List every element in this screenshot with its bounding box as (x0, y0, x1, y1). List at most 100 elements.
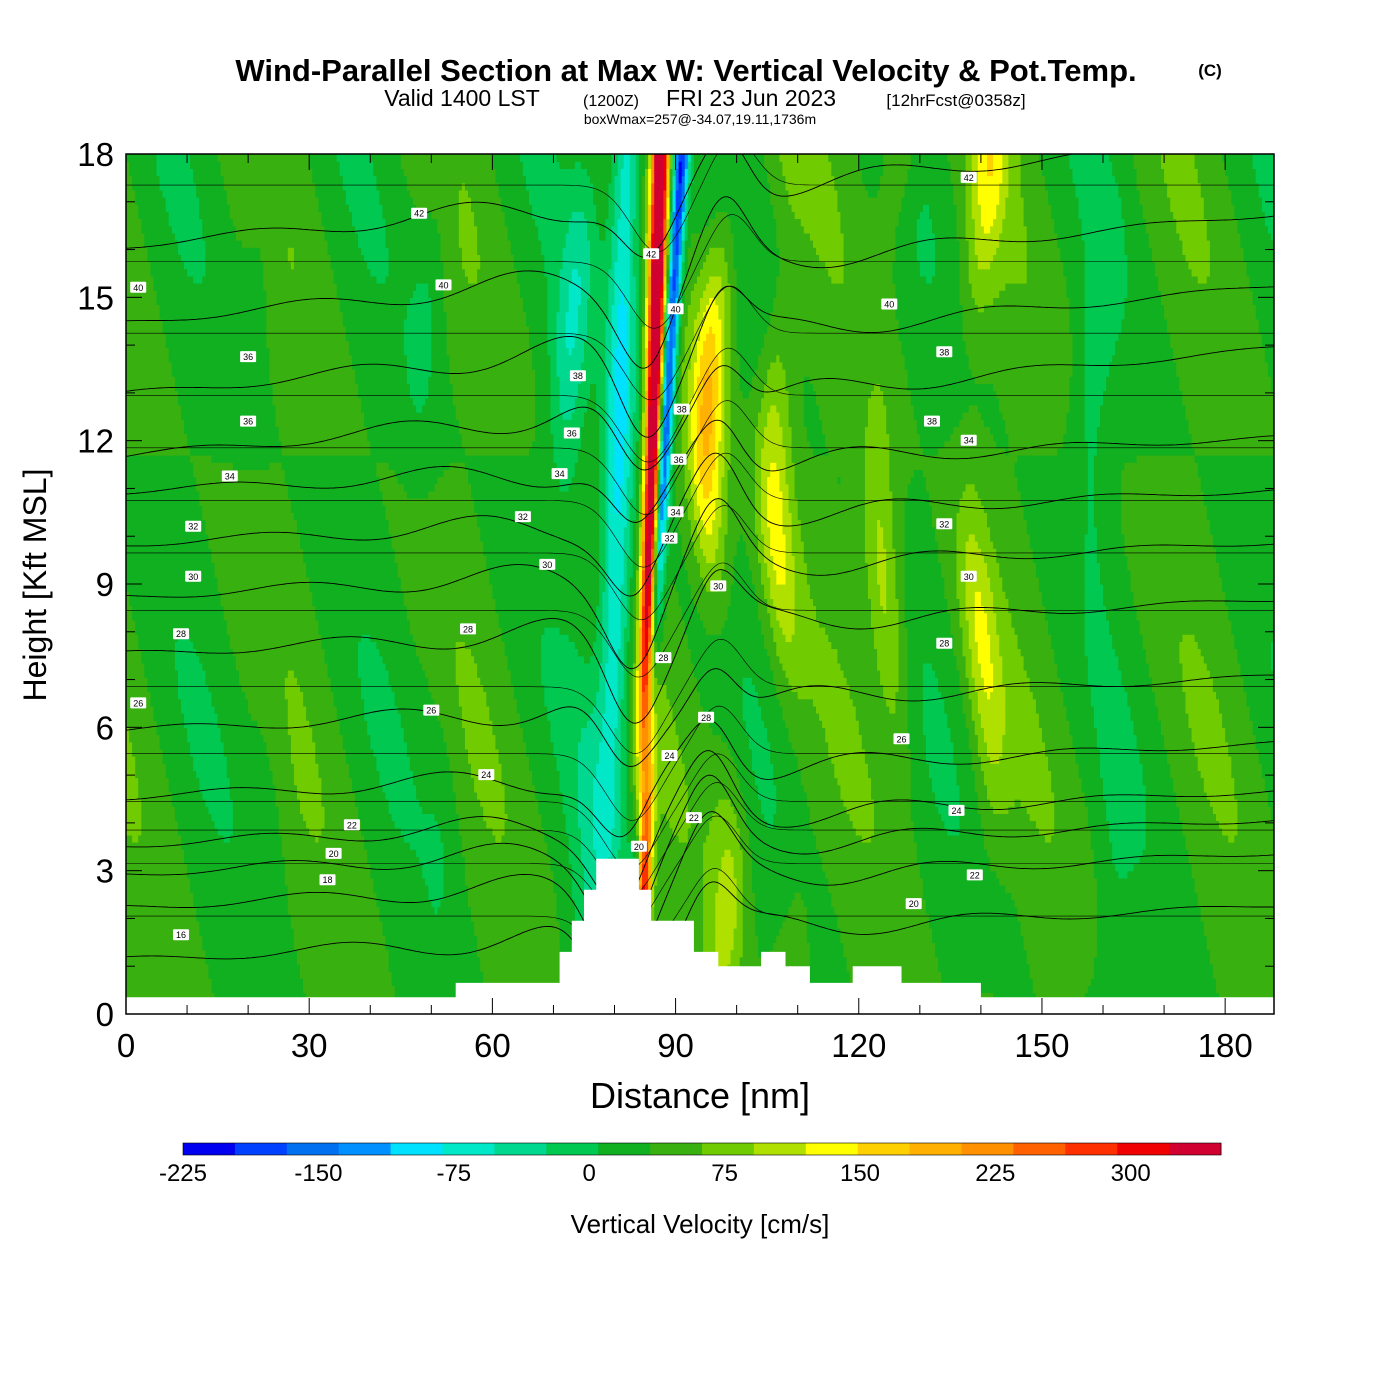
velocity-cell (886, 591, 896, 599)
velocity-cell (654, 727, 658, 736)
velocity-cell (608, 584, 622, 592)
velocity-cell (635, 655, 640, 664)
velocity-cell (1203, 920, 1274, 929)
velocity-cell (126, 447, 191, 456)
velocity-cell (544, 827, 567, 836)
velocity-cell (651, 333, 661, 341)
velocity-cell (1038, 720, 1070, 728)
velocity-cell (898, 655, 909, 664)
velocity-cell (599, 455, 606, 463)
velocity-cell (1096, 935, 1208, 943)
velocity-cell (666, 562, 686, 571)
velocity-cell (645, 455, 649, 463)
velocity-cell (605, 505, 610, 513)
velocity-cell (648, 634, 652, 642)
velocity-cell (730, 340, 738, 349)
velocity-cell (974, 483, 1019, 492)
velocity-cell (593, 791, 616, 800)
velocity-cell (1087, 985, 1217, 994)
velocity-cell (883, 533, 893, 542)
velocity-cell (611, 247, 619, 255)
velocity-cell (922, 691, 942, 700)
velocity-cell (681, 333, 686, 341)
velocity-cell (663, 254, 668, 263)
velocity-cell (620, 598, 628, 607)
velocity-cell (611, 261, 616, 270)
velocity-cell (199, 490, 289, 499)
velocity-cell (864, 462, 890, 470)
velocity-cell (348, 763, 377, 771)
velocity-cell (642, 361, 646, 370)
velocity-cell (1167, 318, 1260, 327)
velocity-cell (1139, 619, 1232, 628)
velocity-cell (761, 512, 768, 521)
velocity-cell (1093, 483, 1122, 492)
velocity-cell (687, 512, 695, 521)
velocity-cell (1191, 727, 1226, 736)
velocity-cell (1103, 390, 1183, 399)
velocity-cell (596, 612, 603, 621)
velocity-cell (1084, 240, 1125, 248)
velocity-cell (675, 268, 680, 277)
velocity-cell (232, 806, 280, 814)
velocity-cell (532, 440, 555, 449)
velocity-cell (629, 326, 637, 334)
velocity-cell (1084, 354, 1113, 363)
velocity-cell (748, 390, 765, 399)
velocity-cell (1084, 283, 1128, 291)
velocity-cell (816, 705, 857, 714)
velocity-cell (721, 326, 726, 334)
velocity-cell (663, 326, 668, 334)
velocity-cell (657, 455, 661, 463)
velocity-cell (126, 813, 142, 822)
velocity-cell (803, 404, 820, 413)
velocity-cell (126, 397, 179, 406)
velocity-cell (990, 261, 1028, 270)
velocity-cell (645, 605, 649, 614)
velocity-cell (571, 275, 582, 284)
velocity-cell (205, 949, 298, 958)
velocity-cell (580, 849, 597, 857)
velocity-cell (767, 569, 777, 578)
velocity-cell (126, 741, 133, 750)
velocity-cell (126, 691, 151, 700)
velocity-cell (623, 691, 628, 700)
velocity-cell (651, 698, 655, 707)
velocity-cell (461, 440, 533, 449)
velocity-cell (1130, 584, 1223, 592)
velocity-cell (651, 605, 655, 614)
velocity-cell (980, 670, 994, 678)
velocity-cell (648, 741, 652, 750)
velocity-cell (660, 519, 664, 528)
velocity-cell (730, 369, 741, 377)
velocity-cell (1087, 462, 1095, 470)
velocity-cell (126, 232, 145, 241)
velocity-cell (935, 799, 961, 807)
velocity-cell (672, 247, 677, 255)
velocity-cell (638, 490, 643, 499)
velocity-cell (736, 899, 744, 908)
velocity-cell (638, 469, 643, 478)
velocity-cell (1237, 806, 1272, 814)
velocity-cell (1048, 627, 1086, 635)
velocity-cell (1209, 526, 1274, 535)
velocity-cell (663, 247, 668, 255)
velocity-cell (550, 383, 561, 392)
velocity-cell (1191, 440, 1274, 449)
velocity-cell (483, 978, 561, 986)
velocity-cell (1142, 777, 1174, 786)
velocity-cell (159, 311, 268, 320)
velocity-cell (635, 283, 640, 291)
velocity-cell (693, 333, 701, 341)
velocity-cell (593, 842, 612, 850)
velocity-cell (874, 627, 899, 635)
velocity-cell (638, 612, 643, 621)
velocity-cell (672, 326, 677, 334)
velocity-cell (654, 813, 658, 822)
velocity-cell (660, 526, 664, 535)
velocity-cell (767, 490, 784, 499)
velocity-cell (541, 813, 567, 822)
velocity-cell (1072, 333, 1086, 341)
velocity-cell (409, 383, 429, 392)
velocity-cell (736, 333, 765, 341)
